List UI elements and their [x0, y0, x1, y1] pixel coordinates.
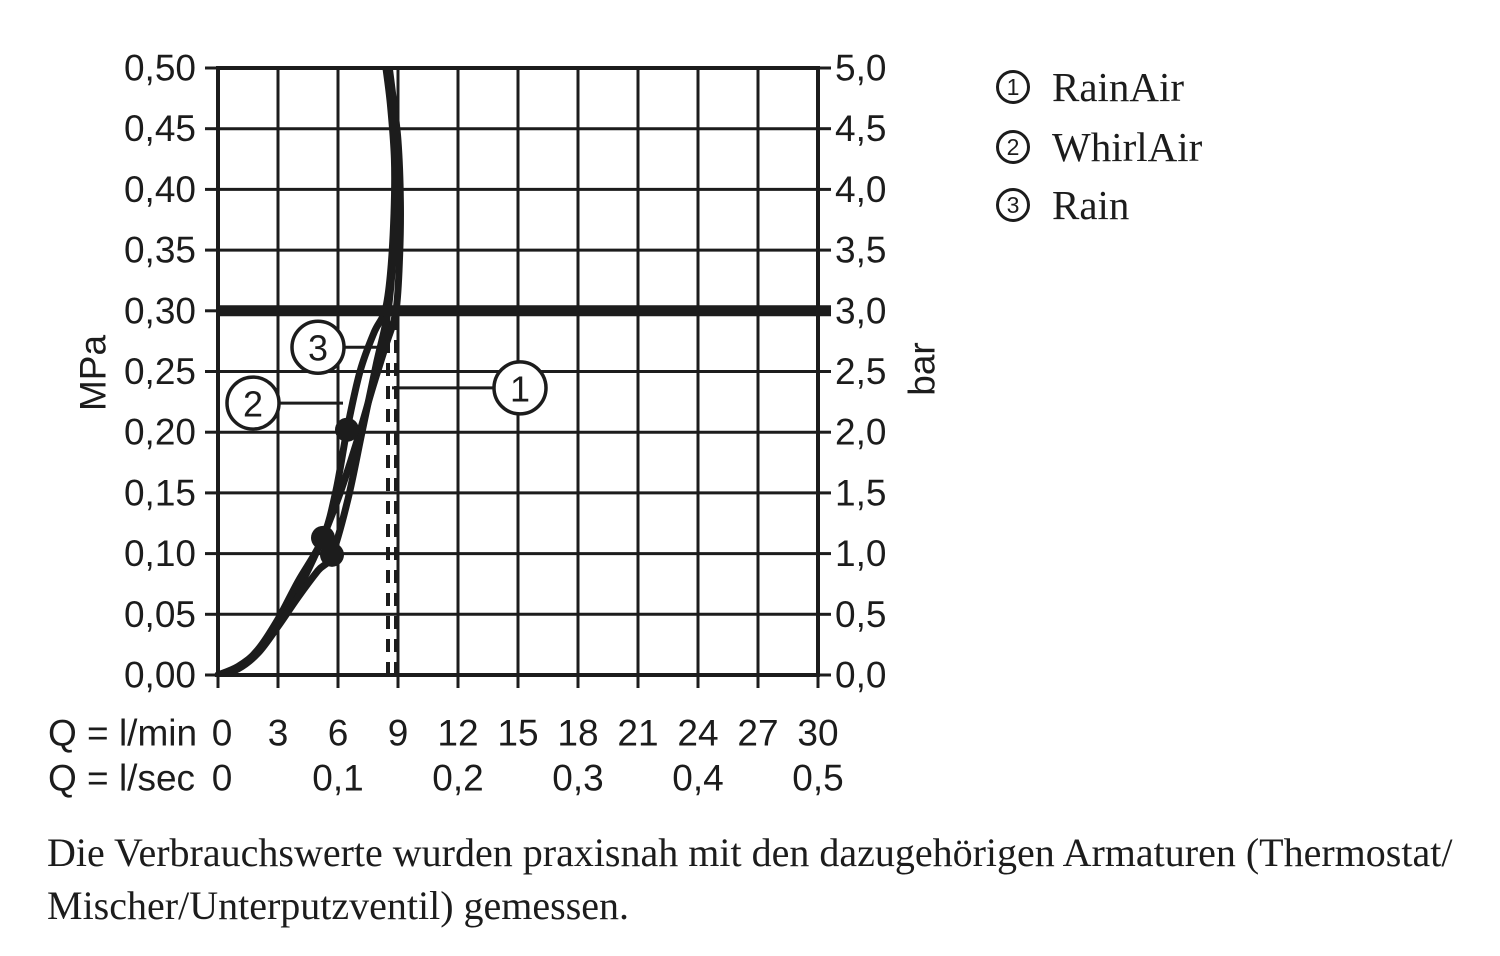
legend-item-rain: 3 Rain: [996, 181, 1129, 229]
x-lmin-tick-label: 0: [212, 713, 233, 754]
x-lsec-tick-label: 0,2: [432, 758, 483, 799]
x-lmin-tick-label: 30: [797, 713, 838, 754]
x-lmin-tick-label: 12: [437, 713, 478, 754]
x-lmin-tick-label: 24: [677, 713, 718, 754]
legend-item-label: WhirlAir: [1052, 124, 1203, 170]
x-lmin-tick-label: 27: [737, 713, 778, 754]
x-lmin-tick-label: 9: [388, 713, 409, 754]
curve-rain: [214, 66, 401, 677]
y-left-tick-label: 0,00: [124, 655, 196, 696]
y-left-tick-label: 0,40: [124, 169, 196, 210]
legend-item-label: RainAir: [1052, 64, 1185, 110]
x-lsec-tick-label: 0,5: [792, 758, 843, 799]
measurement-dot: [335, 417, 359, 442]
footnote-line-1: Die Verbrauchswerte wurden praxisnah mit…: [47, 830, 1453, 875]
flow-curves: [214, 66, 404, 677]
measurement-dot: [320, 542, 344, 567]
y-right-tick-label: 3,0: [835, 290, 886, 331]
x-lsec-tick-label: 0,1: [312, 758, 363, 799]
x-lmin-tick-label: 15: [497, 713, 538, 754]
footnote-text: Die Verbrauchswerte wurden praxisnah mit…: [47, 826, 1487, 932]
y-right-tick-label: 2,5: [835, 351, 886, 392]
y-right-tick-label: 5,0: [835, 48, 886, 89]
x-lmin-tick-label: 18: [557, 713, 598, 754]
legend-item-rainair: 1 RainAir: [996, 63, 1184, 111]
y-left-tick-label: 0,50: [124, 48, 196, 89]
legend-item-whirlair: 2 WhirlAir: [996, 123, 1202, 171]
x-lmin-tick-label: 3: [268, 713, 289, 754]
callout-number: 1: [510, 368, 530, 409]
x-lsec-tick-label: 0: [212, 758, 233, 799]
x-axis-lsec-labels: Q = l/sec 0 0,1 0,2 0,3 0,4 0,5: [48, 758, 844, 799]
y-axis-left-labels: 0,00 0,05 0,10 0,15 0,20 0,25 0,30 0,35 0,40 0,45…: [124, 48, 196, 696]
callout-number: 2: [243, 384, 263, 425]
curve-callouts: 1 2 3: [225, 319, 548, 431]
callout-circle-2: [225, 375, 281, 431]
x-axis-lmin-title: Q = l/min: [48, 713, 197, 754]
legend-item-label: Rain: [1052, 182, 1130, 228]
y-right-tick-label: 0,5: [835, 594, 886, 635]
y-right-tick-label: 3,5: [835, 230, 886, 271]
y-right-tick-label: 2,0: [835, 412, 886, 453]
x-axis-lmin-labels: Q = l/min 0 3 6 9 12 15 18 21 24 27 30: [48, 713, 839, 754]
y-right-tick-label: 4,5: [835, 108, 886, 149]
callout-number: 3: [308, 328, 328, 369]
measurement-dots: [311, 417, 359, 567]
legend-number-badge: 1: [996, 70, 1030, 104]
x-lmin-tick-label: 21: [617, 713, 658, 754]
y-left-tick-label: 0,15: [124, 472, 196, 513]
callout-circle-1: [492, 360, 548, 416]
legend-number-badge: 2: [996, 130, 1030, 164]
y-left-tick-label: 0,45: [124, 108, 196, 149]
y-left-tick-label: 0,30: [124, 290, 196, 331]
y-right-tick-label: 1,0: [835, 533, 886, 574]
y-left-tick-label: 0,10: [124, 533, 196, 574]
x-lsec-tick-label: 0,3: [552, 758, 603, 799]
y-left-tick-label: 0,20: [124, 412, 196, 453]
y-right-tick-label: 1,5: [835, 472, 886, 513]
y-right-unit-label: bar: [902, 342, 943, 395]
footnote-line-2: Mischer/Unterputzventil) gemessen.: [47, 883, 630, 929]
y-left-tick-label: 0,25: [124, 351, 196, 392]
y-left-tick-label: 0,05: [124, 594, 196, 635]
callout-circle-3: [290, 319, 346, 375]
y-left-unit-label: MPa: [73, 335, 114, 412]
y-left-tick-label: 0,35: [124, 230, 196, 271]
legend-number-badge: 3: [996, 188, 1030, 222]
y-right-tick-label: 0,0: [835, 655, 886, 696]
x-lsec-tick-label: 0,4: [672, 758, 723, 799]
y-right-tick-label: 4,0: [835, 169, 886, 210]
y-axis-right-labels: 0,0 0,5 1,0 1,5 2,0 2,5 3,0 3,5 4,0 4,5 5,0: [835, 48, 886, 696]
dashed-guide-lines: [386, 310, 398, 675]
x-axis-lsec-title: Q = l/sec: [48, 758, 195, 799]
x-lmin-tick-label: 6: [328, 713, 349, 754]
